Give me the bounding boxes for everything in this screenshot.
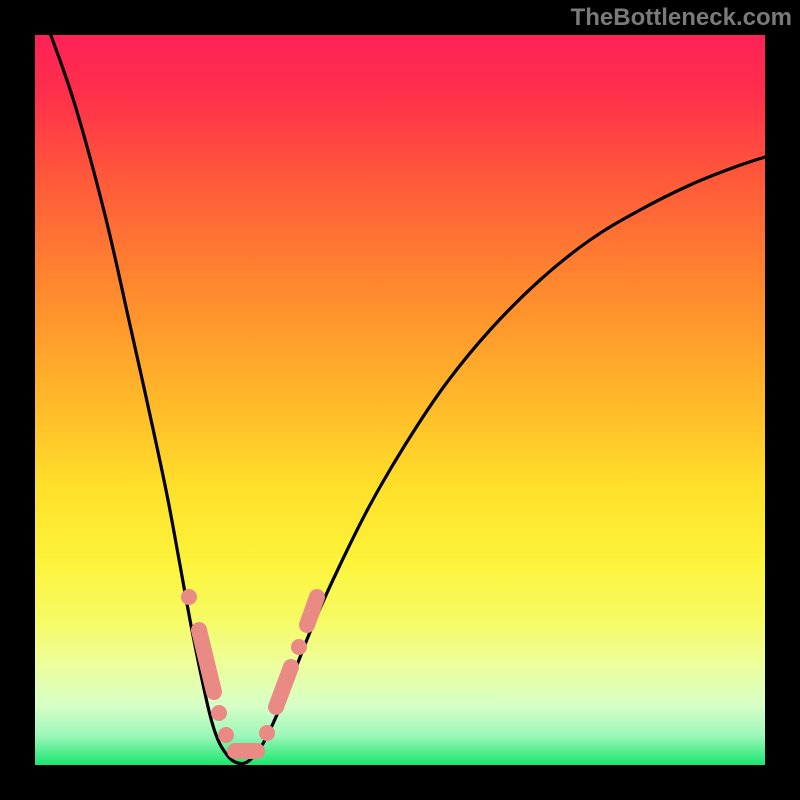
plot-area	[35, 35, 765, 765]
plot-background-gradient	[35, 35, 765, 765]
chart-container: TheBottleneck.com	[0, 0, 800, 800]
watermark-label: TheBottleneck.com	[571, 4, 792, 32]
